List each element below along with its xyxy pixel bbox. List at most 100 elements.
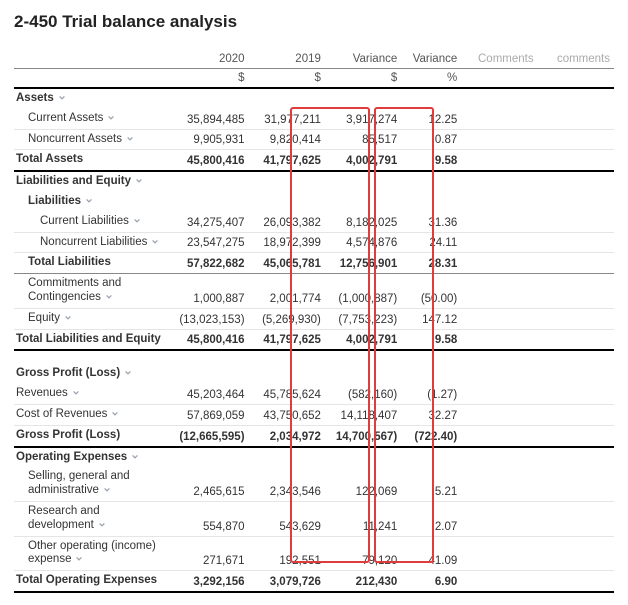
cell-comments-1[interactable] xyxy=(461,364,537,384)
cell-comments-2[interactable] xyxy=(538,192,614,212)
table-row: Total Operating Expenses3,292,1563,079,7… xyxy=(14,571,614,592)
cell-comments-2[interactable] xyxy=(538,364,614,384)
cell-comments-2[interactable] xyxy=(538,171,614,192)
cell-variance xyxy=(325,447,401,468)
cell-variance: 122,069 xyxy=(325,467,401,501)
cell-variance-pct: 24.11 xyxy=(401,232,461,253)
cell-variance-pct: 147.12 xyxy=(401,308,461,329)
cell-comments-1[interactable] xyxy=(461,129,537,150)
chevron-down-icon[interactable] xyxy=(103,486,111,494)
cell-variance xyxy=(325,171,401,192)
row-label: Gross Profit (Loss) xyxy=(16,429,120,441)
cell-comments-2[interactable] xyxy=(538,109,614,129)
cell-comments-2[interactable] xyxy=(538,536,614,571)
cell-comments-2[interactable] xyxy=(538,212,614,232)
chevron-down-icon[interactable] xyxy=(72,389,80,397)
cell-variance-pct: 31.36 xyxy=(401,212,461,232)
chevron-down-icon[interactable] xyxy=(58,94,66,102)
cell-variance-pct: (1.27) xyxy=(401,384,461,404)
cell-2019: 18,972,399 xyxy=(249,232,325,253)
row-label: Gross Profit (Loss) xyxy=(16,367,120,379)
cell-comments-1[interactable] xyxy=(461,536,537,571)
chevron-down-icon[interactable] xyxy=(124,369,132,377)
cell-comments-1[interactable] xyxy=(461,232,537,253)
cell-variance: 3,917,274 xyxy=(325,109,401,129)
cell-comments-1[interactable] xyxy=(461,88,537,109)
row-label: Total Assets xyxy=(16,153,83,165)
table-row: Current Assets35,894,48531,977,2113,917,… xyxy=(14,109,614,129)
table-row xyxy=(14,350,614,364)
cell-comments-2[interactable] xyxy=(538,404,614,425)
chevron-down-icon[interactable] xyxy=(64,314,72,322)
cell-variance-pct xyxy=(401,88,461,109)
chevron-down-icon[interactable] xyxy=(135,177,143,185)
cell-comments-2[interactable] xyxy=(538,253,614,274)
cell-comments-1[interactable] xyxy=(461,501,537,536)
cell-comments-2[interactable] xyxy=(538,501,614,536)
cell-comments-2[interactable] xyxy=(538,571,614,592)
chevron-down-icon[interactable] xyxy=(133,217,141,225)
chevron-down-icon[interactable] xyxy=(75,555,83,563)
cell-2020: 34,275,407 xyxy=(172,212,248,232)
cell-comments-2[interactable] xyxy=(538,150,614,171)
cell-variance-pct: 6.90 xyxy=(401,571,461,592)
chevron-down-icon[interactable] xyxy=(98,521,106,529)
unit-2020: $ xyxy=(172,69,248,89)
cell-comments-1[interactable] xyxy=(461,404,537,425)
cell-2019 xyxy=(249,447,325,468)
chevron-down-icon[interactable] xyxy=(107,114,115,122)
chevron-down-icon[interactable] xyxy=(85,197,93,205)
cell-comments-2[interactable] xyxy=(538,329,614,350)
chevron-down-icon[interactable] xyxy=(126,135,134,143)
row-label: Revenues xyxy=(16,387,68,399)
cell-comments-1[interactable] xyxy=(461,171,537,192)
cell-variance-pct: (50.00) xyxy=(401,274,461,309)
table-row: Research and development554,870543,62911… xyxy=(14,501,614,536)
chevron-down-icon[interactable] xyxy=(131,453,139,461)
cell-2019: 543,629 xyxy=(249,501,325,536)
cell-2020: 271,671 xyxy=(172,536,248,571)
cell-comments-1[interactable] xyxy=(461,192,537,212)
cell-variance xyxy=(325,192,401,212)
cell-2019 xyxy=(249,192,325,212)
cell-2019: 31,977,211 xyxy=(249,109,325,129)
cell-comments-1[interactable] xyxy=(461,109,537,129)
cell-variance: 11,241 xyxy=(325,501,401,536)
cell-comments-2[interactable] xyxy=(538,232,614,253)
cell-variance-pct xyxy=(401,364,461,384)
cell-comments-2[interactable] xyxy=(538,308,614,329)
cell-comments-1[interactable] xyxy=(461,212,537,232)
cell-comments-1[interactable] xyxy=(461,425,537,446)
col-variance: Variance xyxy=(325,50,401,69)
cell-comments-1[interactable] xyxy=(461,467,537,501)
cell-comments-1[interactable] xyxy=(461,329,537,350)
row-label: Total Liabilities xyxy=(28,256,111,268)
cell-comments-1[interactable] xyxy=(461,274,537,309)
cell-comments-1[interactable] xyxy=(461,571,537,592)
cell-comments-2[interactable] xyxy=(538,447,614,468)
cell-comments-1[interactable] xyxy=(461,253,537,274)
cell-2020 xyxy=(172,447,248,468)
cell-variance-pct: 28.31 xyxy=(401,253,461,274)
cell-comments-2[interactable] xyxy=(538,129,614,150)
cell-comments-2[interactable] xyxy=(538,467,614,501)
cell-comments-1[interactable] xyxy=(461,384,537,404)
cell-comments-2[interactable] xyxy=(538,425,614,446)
chevron-down-icon[interactable] xyxy=(105,293,113,301)
row-label: Selling, general and administrative xyxy=(28,470,130,496)
cell-2019: 2,343,546 xyxy=(249,467,325,501)
cell-comments-2[interactable] xyxy=(538,384,614,404)
col-comments-2: comments xyxy=(538,50,614,69)
table-row: Noncurrent Assets9,905,9319,820,41485,51… xyxy=(14,129,614,150)
table-row: Liabilities and Equity xyxy=(14,171,614,192)
row-label: Current Liabilities xyxy=(40,215,129,227)
chevron-down-icon[interactable] xyxy=(151,238,159,246)
cell-2019: 45,065,781 xyxy=(249,253,325,274)
cell-comments-2[interactable] xyxy=(538,274,614,309)
cell-comments-1[interactable] xyxy=(461,150,537,171)
cell-comments-1[interactable] xyxy=(461,308,537,329)
cell-comments-1[interactable] xyxy=(461,447,537,468)
cell-variance: 85,517 xyxy=(325,129,401,150)
cell-comments-2[interactable] xyxy=(538,88,614,109)
chevron-down-icon[interactable] xyxy=(111,410,119,418)
